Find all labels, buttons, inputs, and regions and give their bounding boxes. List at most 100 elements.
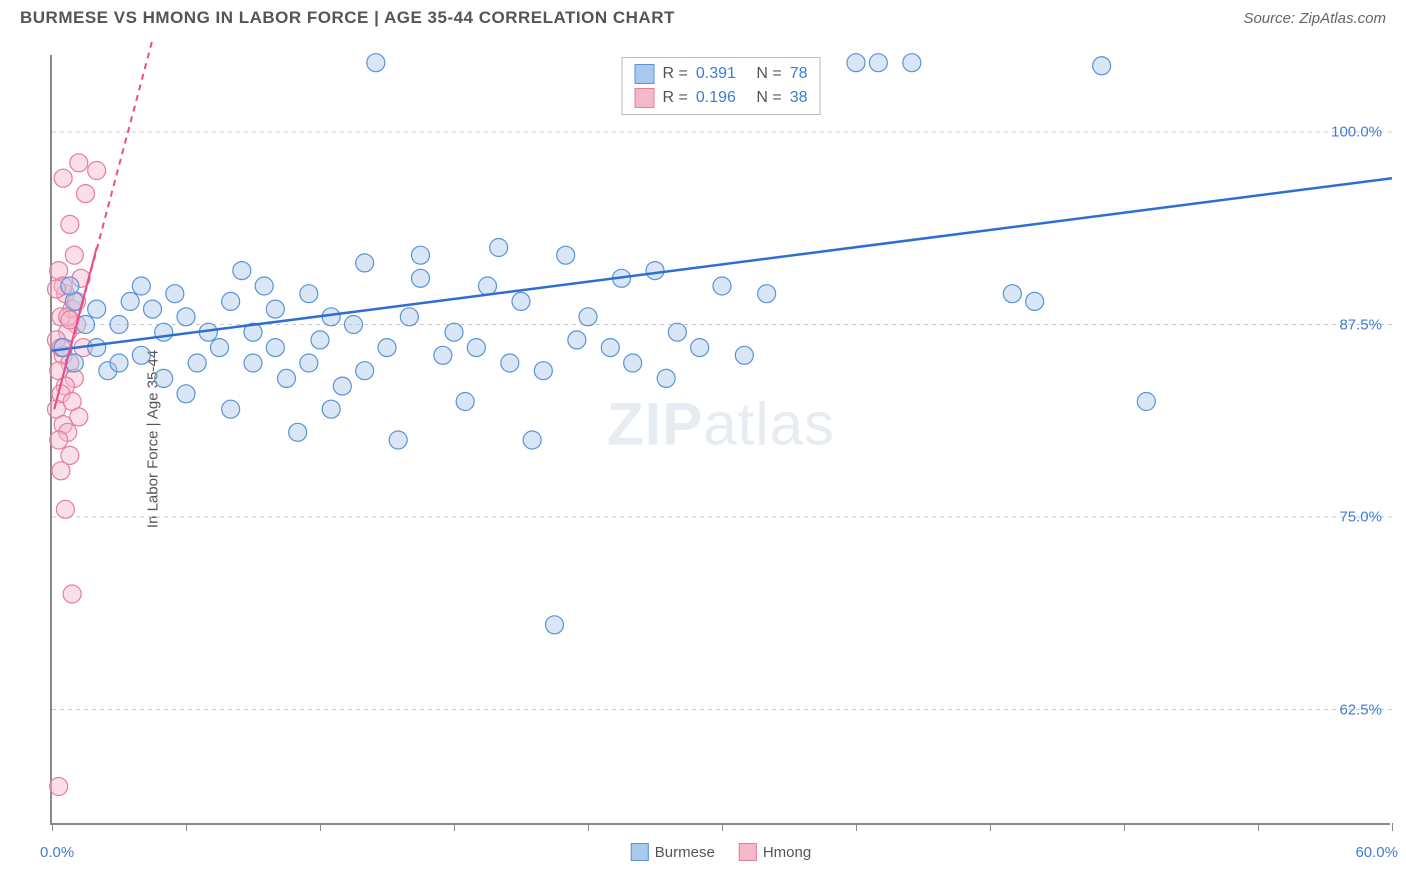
source-label: Source: ZipAtlas.com [1243, 10, 1386, 27]
data-point [266, 339, 284, 357]
data-point [110, 354, 128, 372]
x-tick [722, 823, 723, 831]
legend-item-hmong: Hmong [739, 843, 811, 861]
legend-row-hmong: R = 0.196 N = 38 [635, 86, 808, 110]
data-point [244, 354, 262, 372]
data-point [624, 354, 642, 372]
data-point [61, 215, 79, 233]
x-tick [1392, 823, 1393, 831]
data-point [378, 339, 396, 357]
data-point [188, 354, 206, 372]
data-point [110, 316, 128, 334]
chart-plot-area: In Labor Force | Age 35-44 ZIPatlas 62.5… [50, 55, 1390, 825]
x-tick [186, 823, 187, 831]
data-point [177, 385, 195, 403]
data-point [311, 331, 329, 349]
x-tick [1124, 823, 1125, 831]
data-point [322, 400, 340, 418]
data-point [400, 308, 418, 326]
data-point [691, 339, 709, 357]
data-point [546, 616, 564, 634]
data-point [155, 369, 173, 387]
data-point [1026, 292, 1044, 310]
data-point [847, 54, 865, 72]
n-label: N = [756, 89, 781, 107]
data-point [1137, 393, 1155, 411]
x-tick [320, 823, 321, 831]
data-point [177, 308, 195, 326]
y-tick-label: 87.5% [1339, 316, 1382, 333]
legend-swatch-burmese [635, 64, 655, 84]
data-point [255, 277, 273, 295]
data-point [356, 254, 374, 272]
data-point [61, 277, 79, 295]
data-point [63, 585, 81, 603]
x-tick [856, 823, 857, 831]
data-point [1003, 285, 1021, 303]
data-point [557, 246, 575, 264]
r-value: 0.196 [696, 89, 736, 107]
r-value: 0.391 [696, 65, 736, 83]
data-point [266, 300, 284, 318]
data-point [568, 331, 586, 349]
y-tick-label: 75.0% [1339, 509, 1382, 526]
legend-label: Hmong [763, 844, 811, 861]
data-point [601, 339, 619, 357]
n-label: N = [756, 65, 781, 83]
data-point [132, 346, 150, 364]
data-point [467, 339, 485, 357]
data-point [144, 300, 162, 318]
x-tick [990, 823, 991, 831]
data-point [65, 246, 83, 264]
x-tick [52, 823, 53, 831]
data-point [211, 339, 229, 357]
data-point [222, 292, 240, 310]
data-point [668, 323, 686, 341]
data-point [479, 277, 497, 295]
data-point [121, 292, 139, 310]
data-point [523, 431, 541, 449]
data-point [412, 269, 430, 287]
data-point [501, 354, 519, 372]
data-point [869, 54, 887, 72]
data-point [512, 292, 530, 310]
series-legend: Burmese Hmong [631, 843, 811, 861]
legend-item-burmese: Burmese [631, 843, 715, 861]
legend-swatch-icon [739, 843, 757, 861]
data-point [412, 246, 430, 264]
data-point [88, 300, 106, 318]
correlation-legend: R = 0.391 N = 78 R = 0.196 N = 38 [622, 57, 821, 115]
data-point [70, 154, 88, 172]
data-point [456, 393, 474, 411]
data-point [54, 169, 72, 187]
data-point [713, 277, 731, 295]
data-point [903, 54, 921, 72]
y-tick-label: 62.5% [1339, 701, 1382, 718]
n-value: 38 [790, 89, 808, 107]
legend-swatch-hmong [635, 88, 655, 108]
n-value: 78 [790, 65, 808, 83]
header: BURMESE VS HMONG IN LABOR FORCE | AGE 35… [0, 0, 1406, 32]
data-point [222, 400, 240, 418]
data-point [50, 431, 68, 449]
data-point [289, 423, 307, 441]
data-point [646, 262, 664, 280]
data-point [735, 346, 753, 364]
data-point [278, 369, 296, 387]
data-point [445, 323, 463, 341]
data-point [333, 377, 351, 395]
data-point [356, 362, 374, 380]
data-point [300, 354, 318, 372]
data-point [52, 462, 70, 480]
data-point [490, 239, 508, 257]
legend-label: Burmese [655, 844, 715, 861]
data-point [155, 323, 173, 341]
data-point [77, 185, 95, 203]
y-tick-label: 100.0% [1331, 124, 1382, 141]
data-point [434, 346, 452, 364]
x-axis-max-label: 60.0% [1355, 844, 1398, 861]
x-tick [1258, 823, 1259, 831]
data-point [657, 369, 675, 387]
data-point [166, 285, 184, 303]
x-tick [454, 823, 455, 831]
